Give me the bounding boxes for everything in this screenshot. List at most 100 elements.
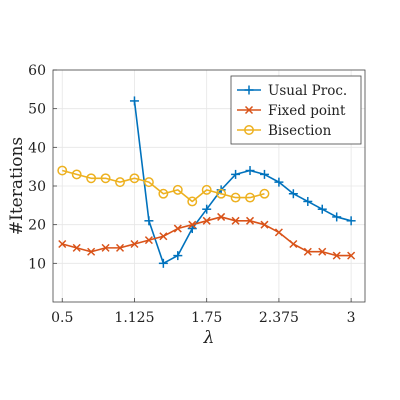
x-marker-b [303,247,312,256]
data-point [144,236,153,245]
legend: Usual Proc. Fixed point Bisection [230,75,362,145]
x-marker-b [260,220,269,229]
data-point [129,96,139,106]
x-tick-label: 1.125 [114,310,154,326]
data-point [244,85,254,95]
x-marker-b [202,216,211,225]
x-tick-label: 3 [347,310,356,326]
y-tick-label: 50 [28,102,46,118]
data-point [245,166,255,176]
x-marker-b [244,105,254,115]
data-point [259,169,269,179]
data-point [332,251,341,260]
data-point [230,192,241,203]
legend-item: Usual Proc. [237,83,347,99]
data-point [202,204,212,214]
data-point [318,247,327,256]
data-point [274,177,284,187]
x-marker-b [130,239,139,249]
data-point [159,232,168,241]
data-point [115,177,125,188]
data-point [303,247,312,256]
x-axis-label: λ [203,328,215,348]
data-point [115,243,125,252]
data-point [288,189,298,199]
data-point [101,243,110,252]
data-point [346,216,356,226]
data-point [173,251,183,261]
data-point [187,196,198,207]
legend-item: Fixed point [237,103,346,119]
series-layer [57,96,356,268]
x-marker-b [231,216,240,225]
x-marker-b [72,243,81,252]
data-point [100,173,111,184]
series-circle [57,165,270,207]
data-point [158,188,169,199]
data-point [173,224,182,233]
data-point [201,184,212,195]
data-point [129,173,140,184]
data-point [216,188,227,199]
legend-label: Bisection [268,123,332,139]
data-point [144,216,154,226]
x-marker-b [332,251,341,260]
x-marker-b [245,216,255,225]
x-marker-b [144,236,153,245]
data-point [57,165,68,176]
data-point [202,216,211,225]
series-line [133,100,352,265]
data-point [332,212,342,222]
x-marker-b [217,212,226,221]
y-tick-label: 20 [28,218,46,234]
data-point [317,204,327,214]
data-point [303,196,313,206]
x-marker-b [173,224,182,233]
x-marker-b [347,251,356,260]
x-marker-b [58,239,67,249]
data-point [58,239,67,249]
data-point [244,125,254,135]
data-point [260,220,269,229]
series-x [58,212,356,260]
data-point [259,188,270,199]
data-point [347,251,356,260]
data-point [130,239,139,249]
x-marker-b [274,228,283,237]
x-marker-b [115,243,125,252]
data-point [274,228,283,237]
x-tick-label: 2.375 [259,310,299,326]
data-point [245,216,255,225]
data-point [244,105,254,115]
legend-item: Bisection [237,123,332,139]
y-tick-label: 30 [28,179,46,195]
x-marker-b [101,243,110,252]
data-point [172,184,183,195]
data-point [143,177,154,188]
y-tick-label: 60 [28,63,46,79]
x-marker-b [318,247,327,256]
data-point [72,243,81,252]
y-tick-label: 10 [28,256,46,272]
axis-ticks: 0.5 1.125 1.75 2.375 3 10 20 30 40 50 60 [28,63,355,326]
data-point [86,173,97,184]
data-point [231,169,241,179]
legend-label: Fixed point [268,103,346,119]
data-point [217,212,226,221]
data-point [158,258,168,268]
x-marker-b [87,247,96,256]
x-tick-label: 1.75 [191,310,222,326]
legend-label: Usual Proc. [268,83,347,99]
x-marker-b [188,220,197,229]
data-point [188,220,197,229]
x-tick-label: 0.5 [51,310,73,326]
y-tick-label: 40 [28,140,46,156]
data-point [71,169,82,180]
data-point [289,239,298,249]
data-point [231,216,240,225]
x-marker-b [159,232,168,241]
data-point [87,247,96,256]
data-point [245,192,255,203]
y-axis-label: #Iterations [7,137,27,235]
